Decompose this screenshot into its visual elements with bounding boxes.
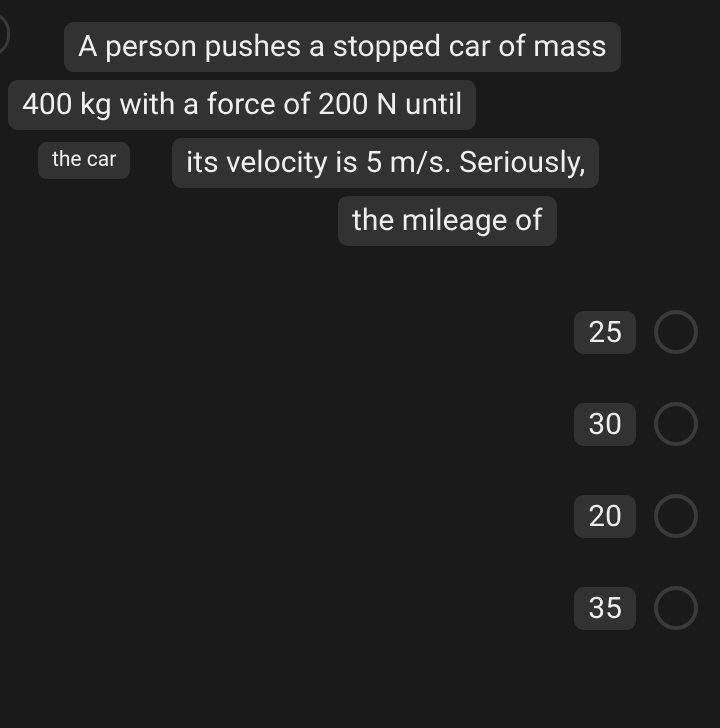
- answer-option[interactable]: 20: [574, 494, 698, 538]
- option-label: 25: [574, 311, 636, 354]
- answer-option[interactable]: 30: [574, 402, 698, 446]
- option-label: 30: [574, 403, 636, 446]
- radio-icon[interactable]: [654, 494, 698, 538]
- option-label: 20: [574, 495, 636, 538]
- option-label: 35: [574, 587, 636, 630]
- question-fragment: the mileage of: [338, 196, 557, 246]
- question-fragment: A person pushes a stopped car of mass: [64, 22, 621, 72]
- radio-icon[interactable]: [654, 310, 698, 354]
- question-fragment: its velocity is 5 m/s. Seriously,: [172, 138, 599, 188]
- answer-options: 25 30 20 35: [574, 310, 698, 630]
- radio-icon[interactable]: [654, 402, 698, 446]
- answer-option[interactable]: 35: [574, 586, 698, 630]
- radio-icon[interactable]: [654, 586, 698, 630]
- question-fragment: 400 kg with a force of 200 N until: [8, 80, 476, 130]
- question-fragment: the car: [38, 142, 130, 179]
- cropped-radio-icon: [0, 12, 10, 56]
- answer-option[interactable]: 25: [574, 310, 698, 354]
- quiz-screen: A person pushes a stopped car of mass 40…: [0, 0, 720, 728]
